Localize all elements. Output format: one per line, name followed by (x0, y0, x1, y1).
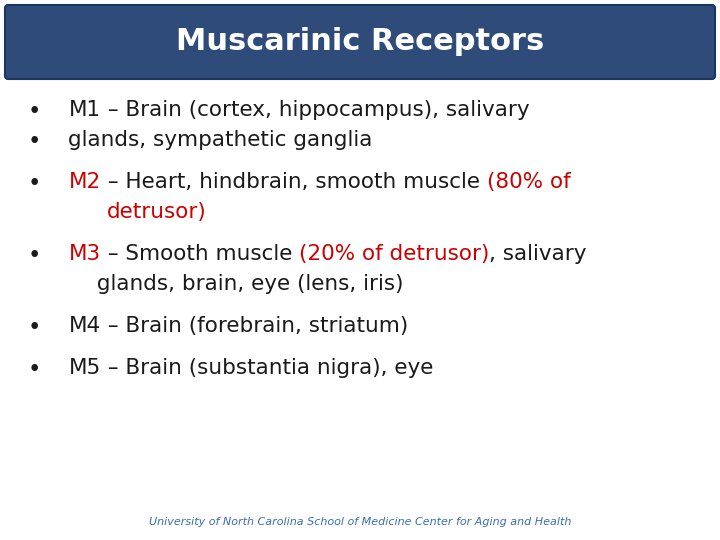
Text: M3: M3 (68, 244, 101, 264)
Text: M4: M4 (68, 316, 101, 336)
Text: •: • (28, 244, 41, 267)
Text: University of North Carolina School of Medicine Center for Aging and Health: University of North Carolina School of M… (149, 517, 571, 527)
Text: •: • (28, 172, 41, 195)
Text: (80% of: (80% of (487, 172, 570, 192)
Text: Muscarinic Receptors: Muscarinic Receptors (176, 28, 544, 57)
Text: •: • (28, 316, 41, 339)
Text: – Smooth muscle: – Smooth muscle (101, 244, 299, 264)
Text: M5: M5 (68, 358, 101, 378)
Text: •: • (28, 358, 41, 381)
Text: •: • (28, 100, 41, 123)
Text: •: • (28, 130, 41, 153)
Text: glands, sympathetic ganglia: glands, sympathetic ganglia (68, 130, 373, 150)
Text: , salivary: , salivary (489, 244, 587, 264)
FancyBboxPatch shape (5, 5, 715, 79)
Text: glands, brain, eye (lens, iris): glands, brain, eye (lens, iris) (90, 274, 403, 294)
Text: – Heart, hindbrain, smooth muscle: – Heart, hindbrain, smooth muscle (101, 172, 487, 192)
Text: (20% of detrusor): (20% of detrusor) (299, 244, 489, 264)
Text: M1: M1 (68, 100, 101, 120)
Text: – Brain (substantia nigra), eye: – Brain (substantia nigra), eye (101, 358, 433, 378)
Text: – Brain (cortex, hippocampus), salivary: – Brain (cortex, hippocampus), salivary (101, 100, 529, 120)
Text: – Brain (forebrain, striatum): – Brain (forebrain, striatum) (101, 316, 408, 336)
Text: detrusor): detrusor) (107, 202, 207, 222)
Text: M2: M2 (68, 172, 101, 192)
